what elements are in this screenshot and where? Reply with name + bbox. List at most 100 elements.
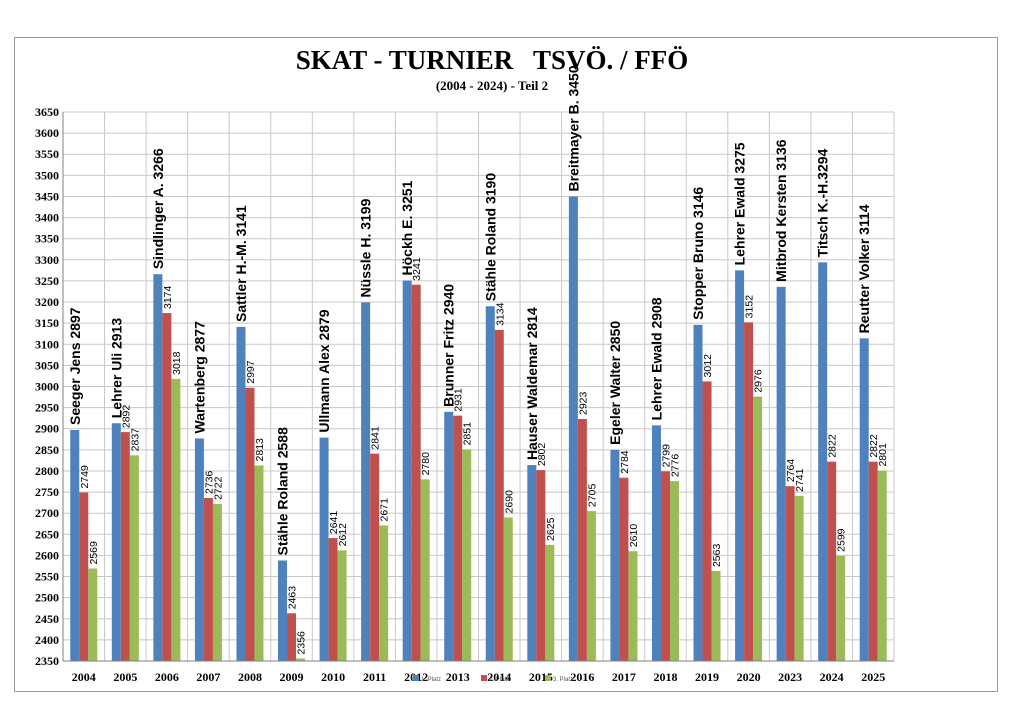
bar-value-label: 3134 <box>494 302 506 326</box>
y-tick-label: 2800 <box>35 464 59 478</box>
bar-3 <box>669 481 679 661</box>
bar-2 <box>120 432 130 661</box>
bar-2 <box>785 486 795 661</box>
y-tick-label: 3450 <box>35 189 59 203</box>
bar-2 <box>287 613 297 661</box>
legend-label-2: 2. Platz <box>489 677 509 683</box>
y-tick-label: 2600 <box>35 548 59 562</box>
bar-value-label: 2569 <box>88 541 100 565</box>
winner-label: Hauser Waldemar 2814 <box>524 307 540 460</box>
y-tick-label: 2700 <box>35 506 59 520</box>
bar-value-label: 2736 <box>203 470 215 494</box>
bar-1 <box>735 270 745 661</box>
bar-1 <box>236 326 246 661</box>
bar-value-label: 3241 <box>411 257 423 281</box>
bar-value-label: 2801 <box>877 443 889 467</box>
winner-label: Reutter Volker 3114 <box>856 204 872 333</box>
bar-1 <box>402 280 412 661</box>
bar-3 <box>379 525 389 661</box>
bar-value-label: 2892 <box>120 405 132 429</box>
y-tick-label: 3350 <box>35 232 59 246</box>
bar-3 <box>711 571 721 661</box>
bar-3 <box>877 470 887 661</box>
y-tick-label: 2550 <box>35 570 59 584</box>
legend-label-1: 1. Platz <box>421 677 441 683</box>
y-tick-label: 2400 <box>35 633 59 647</box>
bar-3 <box>129 455 139 661</box>
x-tick-label: 2007 <box>196 670 220 684</box>
legend-swatch-1 <box>413 675 419 681</box>
x-tick-label: 2013 <box>446 670 470 684</box>
x-tick-label: 2005 <box>113 670 137 684</box>
bar-2 <box>744 322 754 661</box>
x-tick-label: 2018 <box>653 670 677 684</box>
bar-1 <box>527 465 537 661</box>
x-tick-label: 2025 <box>861 670 885 684</box>
bar-value-label: 2997 <box>245 360 257 384</box>
bar-2 <box>203 497 213 661</box>
bar-value-label: 3174 <box>162 285 174 309</box>
winner-label: Lehrer Uli 2913 <box>108 318 124 419</box>
x-tick-label: 2020 <box>737 670 761 684</box>
legend-label-3: 3. Platz <box>553 677 573 683</box>
y-tick-label: 2900 <box>35 422 59 436</box>
y-tick-label: 3550 <box>35 147 59 161</box>
bar-1 <box>651 425 661 661</box>
bar-3 <box>337 550 347 661</box>
bar-value-label: 2741 <box>794 468 806 492</box>
bar-1 <box>444 411 454 661</box>
bar-3 <box>171 378 181 661</box>
bar-2 <box>536 470 546 661</box>
bar-2 <box>660 471 670 661</box>
y-tick-label: 3050 <box>35 358 59 372</box>
bar-value-label: 2764 <box>785 459 797 483</box>
bar-2 <box>162 313 172 661</box>
bar-value-label: 2463 <box>287 586 299 610</box>
bar-value-label: 2563 <box>711 544 723 568</box>
bar-value-label: 2705 <box>586 484 598 508</box>
bar-1 <box>859 338 869 661</box>
x-tick-label: 2011 <box>363 670 386 684</box>
bar-value-label: 2356 <box>296 631 308 655</box>
y-tick-label: 3500 <box>35 168 59 182</box>
bar-2 <box>79 492 89 661</box>
winner-label: Stopper Bruno 3146 <box>690 187 706 320</box>
bar-value-label: 2841 <box>370 426 382 450</box>
bar-value-label: 2599 <box>836 528 848 552</box>
y-tick-label: 3150 <box>35 316 59 330</box>
x-tick-label: 2010 <box>321 670 345 684</box>
y-tick-label: 3650 <box>35 105 59 119</box>
winner-label: Lehrer Ewald 2908 <box>648 297 664 420</box>
y-tick-label: 2650 <box>35 527 59 541</box>
bar-value-label: 2641 <box>328 511 340 535</box>
y-tick-label: 2500 <box>35 591 59 605</box>
bar-1 <box>693 324 703 661</box>
winner-label: Lehrer Ewald 3275 <box>732 142 748 265</box>
bar-2 <box>494 329 504 661</box>
bar-1 <box>610 449 620 661</box>
bar-2 <box>619 477 629 661</box>
bar-value-label: 2813 <box>254 438 266 462</box>
winner-label: Mitbrod Kersten 3136 <box>773 139 789 282</box>
y-tick-label: 3600 <box>35 126 59 140</box>
bar-value-label: 2822 <box>868 434 880 458</box>
bar-3 <box>586 511 596 661</box>
x-tick-label: 2024 <box>820 670 844 684</box>
bar-value-label: 2837 <box>129 428 141 452</box>
winner-label: Breitmayer B. 3450 <box>565 65 581 191</box>
bar-3 <box>753 396 763 661</box>
bar-3 <box>836 555 846 661</box>
bar-3 <box>296 658 306 661</box>
bar-2 <box>577 419 587 661</box>
y-tick-label: 2850 <box>35 443 59 457</box>
bar-value-label: 2625 <box>545 517 557 541</box>
bar-value-label: 3152 <box>744 295 756 319</box>
bar-1 <box>194 438 204 661</box>
y-tick-label: 2750 <box>35 485 59 499</box>
bar-value-label: 2851 <box>462 422 474 446</box>
bar-3 <box>628 551 638 661</box>
bar-value-label: 2923 <box>577 391 589 415</box>
winner-label: Stähle Roland 2588 <box>275 427 291 556</box>
bar-3 <box>462 449 472 661</box>
